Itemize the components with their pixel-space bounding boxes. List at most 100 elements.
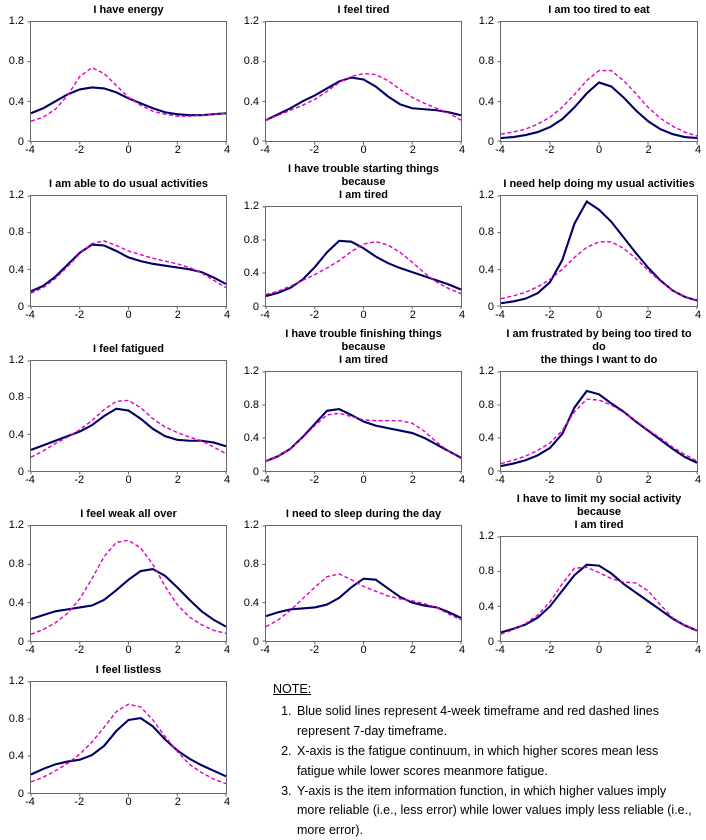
chart-panel-6: I need help doing my usual activities 1.2… [470,160,706,325]
y-tick-label: 0.4 [478,95,494,108]
y-tick-label: 0.8 [243,398,259,411]
y-tick-label: 1.2 [8,15,24,27]
chart-panel-8: I have trouble finishing things because I… [235,325,470,490]
x-tick-label: -2 [544,644,555,656]
y-tick-label: 0 [487,301,494,313]
y-tick-label: 0 [487,466,494,478]
axis-tick-marks [262,22,461,145]
y-tick-label: 0 [17,466,24,478]
chart-title: I have trouble finishing things because I… [265,328,462,371]
x-tick-label: 0 [595,644,603,656]
series-7day-dashed-line [501,71,697,136]
y-tick-label: 0 [17,636,24,648]
series-4week-solid-line [501,391,697,466]
y-tick-label: 0.4 [478,600,494,613]
plot-area [30,681,227,794]
plot-svg [501,22,697,141]
x-tick-label: 4 [458,309,466,321]
x-tick-label: 2 [645,144,652,156]
y-tick-label: 0.8 [243,557,259,570]
y-tick-label: 0 [252,136,259,148]
x-tick-label: -4 [495,144,505,156]
x-tick-label: -2 [544,309,555,321]
plot-area [265,21,462,142]
x-tick-label: 4 [223,144,231,156]
series-4week-solid-line [31,245,226,292]
x-tick-label: 2 [174,796,181,808]
chart-panel-11: I need to sleep during the day 1.2 0.8 0.4 0… [235,490,470,660]
x-tick-label: 0 [360,474,367,486]
plot-area [30,360,227,472]
x-tick-label: 0 [125,309,132,321]
y-tick-label: 0.8 [243,55,259,68]
plot-row: 1.2 0.8 0.4 0 [472,189,698,313]
series-7day-dashed-line [266,413,461,461]
y-tick-label: 0.8 [8,391,24,404]
x-axis-labels: -4 -2 0 2 4 [25,642,230,658]
chart-title: I am too tired to eat [500,3,698,21]
x-tick-label: -2 [309,644,320,656]
x-tick-label: -4 [25,796,35,808]
chart-panel-9: I am frustrated by being too tired to do… [470,325,706,490]
y-tick-label: 1.2 [243,365,259,377]
x-axis-labels: -4 -2 0 2 4 [260,142,465,158]
axis-tick-marks [27,196,226,309]
chart-panel-1: I have energy 1.2 0.8 0.4 0 -4 -2 0 2 4 [0,0,235,160]
axis-tick-marks [27,682,226,796]
note-block: NOTE: Blue solid lines represent 4-week … [235,660,706,837]
chart-title: I have energy [30,3,227,21]
series-7day-dashed-line [31,241,226,293]
series-4week-solid-line [266,579,461,618]
x-tick-label: -2 [74,796,85,808]
y-tick-label: 1.2 [243,200,259,212]
x-tick-label: 2 [409,144,416,156]
note-list: Blue solid lines represent 4-week timefr… [273,702,692,840]
plot-row: 1.2 0.8 0.4 0 [2,519,227,648]
x-tick-label: 4 [223,474,231,486]
y-tick-label: 0.8 [8,557,24,570]
axis-tick-marks [497,196,697,309]
x-axis-labels: -4 -2 0 2 4 [495,142,701,158]
x-tick-label: -2 [309,144,320,156]
x-tick-label: 4 [694,309,702,321]
x-tick-label: 2 [645,309,652,321]
plot-row: 1.2 0.8 0.4 0 [237,365,462,478]
x-axis-labels: -4 -2 0 2 4 [25,142,231,158]
x-axis-labels: -4 -2 0 2 4 [495,307,702,323]
x-axis-labels: -4 -2 0 2 4 [25,794,230,810]
x-axis-labels: -4 -2 0 2 4 [260,307,466,323]
plot-row: 1.2 0.8 0.4 0 [237,200,462,313]
x-tick-label: 0 [595,144,603,156]
chart-title-line: I feel fatigued [93,343,164,355]
x-tick-label: -2 [74,309,85,321]
plot-svg [266,526,461,641]
x-tick-label: 2 [409,474,416,486]
chart-panel-13: I feel listless 1.2 0.8 0.4 0 -4 -2 0 2 4 [0,660,235,812]
x-axis-labels: -4 -2 0 2 4 [260,642,465,658]
x-tick-label: -2 [74,644,85,656]
series-4week-solid-line [266,78,461,121]
x-tick-label: 2 [174,644,181,656]
y-tick-label: 0.4 [478,432,494,445]
series-4week-solid-line [501,202,697,304]
y-tick-label: 0.8 [478,226,494,239]
series-4week-solid-line [266,241,461,296]
series-7day-dashed-line [31,540,226,634]
y-tick-label: 0.8 [478,398,494,411]
x-tick-label: 0 [125,144,132,156]
axis-tick-marks [27,22,226,145]
x-tick-label: -4 [495,474,505,486]
plot-area [500,371,698,472]
x-tick-label: 0 [360,644,367,656]
chart-title: I am able to do usual activities [30,163,227,195]
series-7day-dashed-line [266,574,461,627]
y-tick-label: 0.4 [243,596,259,609]
chart-title-line: I have energy [93,4,164,16]
y-tick-label: 0.8 [8,226,24,239]
x-tick-label: 0 [595,309,603,321]
axis-tick-marks [27,361,226,474]
chart-title-line: I am tired [574,519,624,531]
x-tick-label: -4 [25,644,35,656]
plot-row: 1.2 0.8 0.4 0 [2,354,227,478]
x-tick-label: 2 [174,474,181,486]
